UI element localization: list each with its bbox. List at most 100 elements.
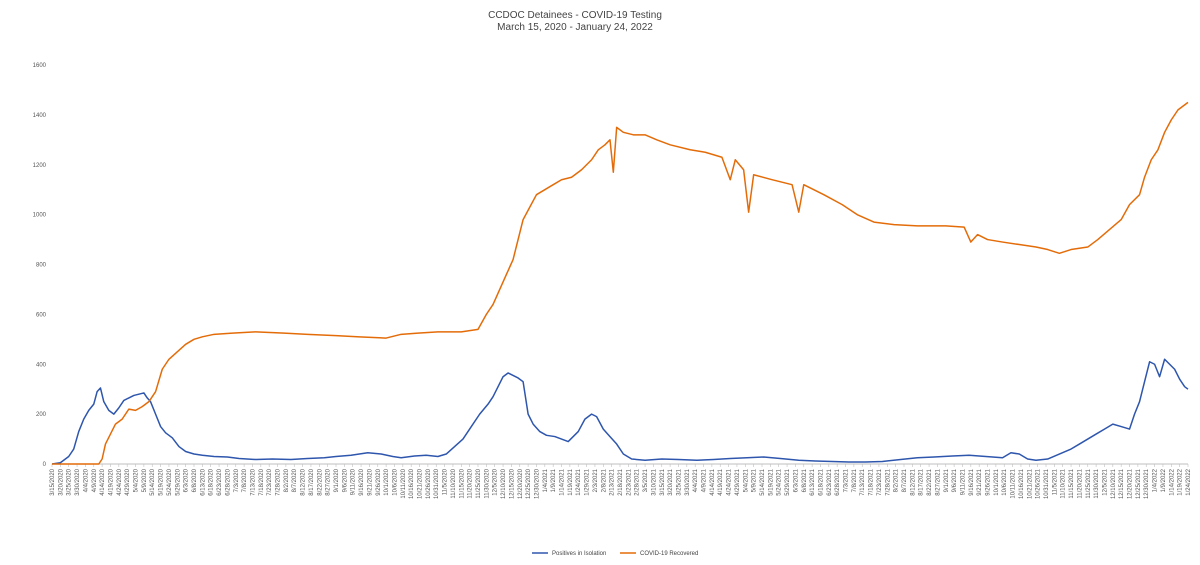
x-tick-label: 9/11/2020 [351, 468, 357, 495]
x-tick-label: 9/16/2020 [359, 468, 365, 495]
x-tick-label: 12/20/2020 [518, 468, 524, 499]
x-tick-label: 6/3/2020 [184, 468, 190, 492]
y-tick-label: 1600 [33, 63, 47, 69]
x-tick-label: 6/23/2021 [827, 468, 833, 495]
x-tick-label: 4/14/2020 [100, 468, 106, 495]
x-tick-label: 3/30/2020 [75, 468, 81, 495]
x-tick-label: 10/21/2020 [418, 468, 424, 499]
x-tick-label: 2/8/2021 [601, 468, 607, 492]
x-tick-label: 3/15/2020 [50, 468, 56, 495]
x-tick-label: 2/18/2021 [618, 468, 624, 495]
x-tick-label: 9/1/2021 [944, 468, 950, 492]
x-tick-label: 5/9/2021 [752, 468, 758, 492]
x-tick-label: 10/31/2021 [1044, 468, 1050, 499]
x-tick-label: 11/10/2021 [1061, 468, 1067, 498]
x-tick-label: 9/11/2021 [960, 468, 966, 495]
x-tick-label: 6/13/2020 [200, 468, 206, 495]
x-tick-label: 7/23/2020 [267, 468, 273, 495]
x-tick-label: 6/8/2021 [802, 468, 808, 492]
x-tick-label: 7/18/2020 [259, 468, 265, 495]
x-tick-label: 4/19/2021 [718, 468, 724, 495]
x-tick-label: 6/23/2020 [217, 468, 223, 495]
x-tick-label: 3/5/2021 [643, 468, 649, 492]
x-tick-label: 5/19/2021 [768, 468, 774, 495]
chart-subtitle: March 15, 2020 - January 24, 2022 [497, 22, 653, 33]
x-tick-label: 5/24/2021 [777, 468, 783, 495]
x-tick-label: 8/12/2021 [910, 468, 916, 495]
x-tick-label: 12/25/2020 [526, 468, 532, 499]
y-tick-label: 1400 [33, 113, 47, 119]
x-tick-label: 11/20/2021 [1077, 468, 1083, 498]
x-tick-label: 11/10/2020 [451, 468, 457, 498]
x-tick-label: 1/14/2021 [560, 468, 566, 495]
x-tick-label: 7/18/2021 [869, 468, 875, 495]
x-tick-label: 9/6/2020 [342, 468, 348, 492]
x-tick-label: 12/15/2020 [509, 468, 515, 499]
x-tick-label: 5/19/2020 [159, 468, 165, 495]
y-tick-label: 200 [36, 412, 47, 418]
x-tick-label: 4/9/2021 [702, 468, 708, 492]
x-tick-label: 11/15/2021 [1069, 468, 1075, 498]
legend-label-0: Positives in Isolation [552, 551, 606, 557]
x-tick-label: 8/22/2021 [927, 468, 933, 495]
x-tick-label: 3/25/2021 [676, 468, 682, 495]
x-tick-label: 12/10/2021 [1111, 468, 1117, 499]
x-tick-label: 7/28/2021 [885, 468, 891, 495]
x-tick-label: 2/13/2021 [610, 468, 616, 495]
x-tick-label: 3/15/2021 [660, 468, 666, 495]
x-tick-label: 6/3/2021 [793, 468, 799, 492]
x-tick-label: 7/13/2021 [860, 468, 866, 495]
x-tick-label: 4/19/2020 [108, 468, 114, 495]
x-tick-label: 12/15/2021 [1119, 468, 1125, 499]
x-tick-label: 10/21/2021 [1027, 468, 1033, 499]
x-tick-label: 10/26/2021 [1036, 468, 1042, 499]
x-tick-label: 11/25/2021 [1086, 468, 1092, 498]
y-tick-label: 400 [36, 362, 47, 368]
y-tick-label: 0 [43, 462, 47, 468]
x-tick-label: 7/8/2020 [242, 468, 248, 492]
x-tick-label: 3/20/2021 [668, 468, 674, 495]
x-axis: 3/15/2020 3/20/2020 3/25/2020 3/30/2020 4/4/… [50, 463, 1192, 499]
x-tick-label: 7/13/2020 [250, 468, 256, 495]
x-tick-label: 8/17/2020 [309, 468, 315, 495]
x-tick-label: 4/14/2021 [710, 468, 716, 495]
x-tick-label: 8/22/2020 [317, 468, 323, 495]
x-tick-label: 5/14/2021 [760, 468, 766, 495]
x-tick-label: 4/4/2021 [693, 468, 699, 492]
series-layer [51, 101, 1189, 465]
x-tick-label: 9/21/2021 [977, 468, 983, 495]
x-tick-label: 4/29/2020 [125, 468, 131, 495]
x-tick-label: 4/24/2020 [117, 468, 123, 495]
x-tick-label: 1/4/2022 [1153, 468, 1159, 492]
x-tick-label: 9/21/2020 [367, 468, 373, 495]
x-tick-label: 12/10/2020 [501, 468, 507, 499]
x-tick-label: 7/28/2020 [276, 468, 282, 495]
x-tick-label: 8/7/2021 [902, 468, 908, 492]
x-tick-label: 5/4/2020 [134, 468, 140, 492]
x-tick-label: 8/27/2021 [935, 468, 941, 495]
y-tick-label: 1200 [33, 163, 47, 169]
x-tick-label: 5/14/2020 [150, 468, 156, 495]
x-tick-label: 4/24/2021 [727, 468, 733, 495]
x-tick-label: 1/29/2021 [585, 468, 591, 495]
x-tick-label: 4/4/2020 [83, 468, 89, 492]
x-tick-label: 4/29/2021 [735, 468, 741, 495]
x-tick-label: 1/24/2021 [576, 468, 582, 495]
x-tick-label: 1/4/2021 [543, 468, 549, 492]
x-tick-label: 12/30/2021 [1144, 468, 1150, 499]
x-tick-label: 12/20/2021 [1128, 468, 1134, 499]
x-tick-label: 10/31/2020 [434, 468, 440, 499]
x-tick-label: 6/18/2020 [209, 468, 215, 495]
x-tick-label: 11/30/2021 [1094, 468, 1100, 498]
x-tick-label: 7/3/2020 [234, 468, 240, 492]
x-tick-label: 9/1/2020 [334, 468, 340, 492]
x-tick-label: 3/25/2020 [67, 468, 73, 495]
x-tick-label: 9/26/2021 [986, 468, 992, 495]
x-tick-label: 8/7/2020 [292, 468, 298, 492]
x-tick-label: 3/20/2020 [58, 468, 64, 495]
x-tick-label: 9/6/2021 [952, 468, 958, 492]
x-tick-label: 12/30/2020 [534, 468, 540, 499]
x-tick-label: 10/6/2021 [1002, 468, 1008, 495]
